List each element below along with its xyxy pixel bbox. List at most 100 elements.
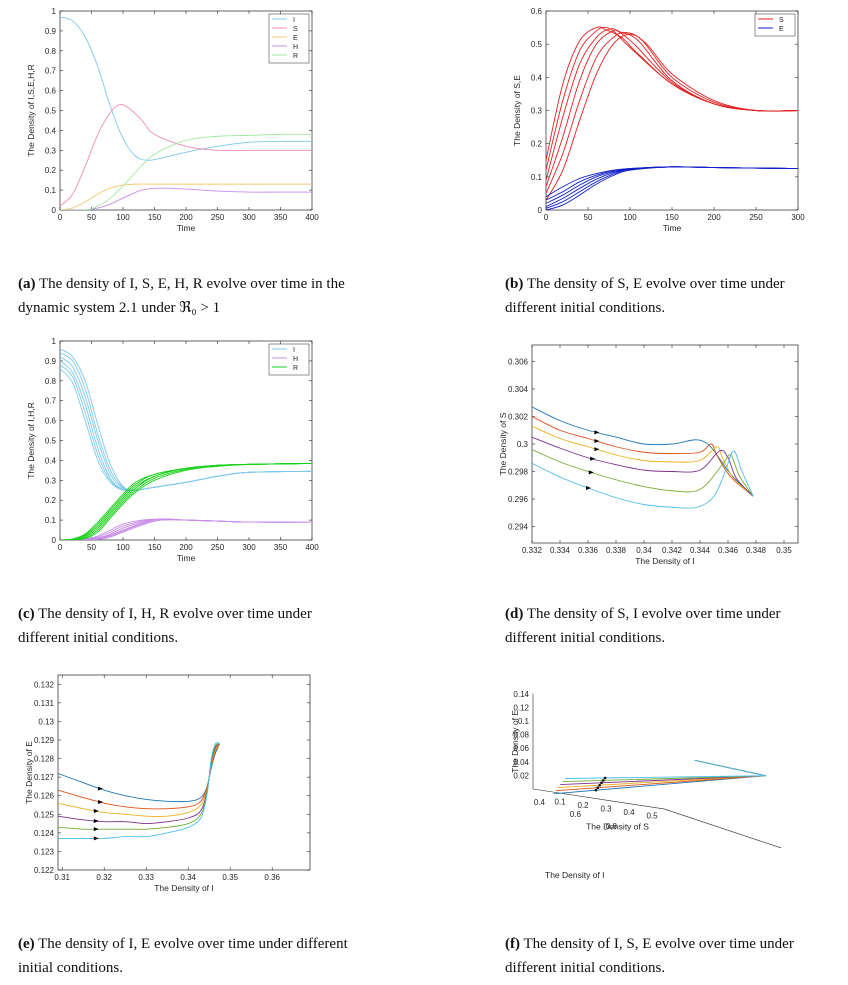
x-tick-label: 0.35 bbox=[222, 873, 238, 882]
y-tick-label: 0.6 bbox=[45, 417, 57, 426]
series-line-e bbox=[60, 183, 312, 210]
series-group bbox=[58, 742, 221, 840]
y-tick-label: 0.129 bbox=[34, 736, 55, 745]
x-tick-label: 150 bbox=[148, 543, 162, 552]
plot-frame bbox=[531, 344, 799, 544]
legend-box bbox=[754, 13, 796, 37]
panel-d: 0.332 0.334 0.336 0.338 0.34 0.342 0.344 0.346 0… bbox=[498, 340, 830, 575]
e-axis-label: The Density of E bbox=[510, 710, 520, 773]
y-tick-label: 0.124 bbox=[34, 829, 55, 838]
series-line-5 bbox=[532, 449, 754, 497]
y-tick-label: 1 bbox=[52, 337, 57, 346]
y-tick-label: 0.126 bbox=[34, 792, 55, 801]
caption-text: The density of I, S, E evolve over time … bbox=[505, 936, 794, 976]
x-axis-label: The Density of I bbox=[635, 556, 695, 566]
caption-text: The density of I, S, E, H, R evolve over… bbox=[18, 276, 345, 316]
y-tick-label: 0.294 bbox=[508, 523, 529, 532]
series-line-s bbox=[546, 33, 798, 201]
caption-text: The density of S, E evolve over time und… bbox=[505, 276, 785, 316]
x-tick-label: 150 bbox=[148, 213, 162, 222]
chart-e: 0.31 0.32 0.33 0.34 0.35 0.36 0.122 0.123 0.124 0… bbox=[24, 674, 311, 893]
x-tick-label: 50 bbox=[87, 213, 96, 222]
x-tick-label: 50 bbox=[584, 213, 593, 222]
y-tick-label: 0.131 bbox=[34, 699, 55, 708]
direction-arrow bbox=[93, 818, 99, 823]
y-tick-label: 0.5 bbox=[45, 107, 57, 116]
x-tick-label: 0.344 bbox=[690, 546, 711, 555]
s-axis-label: The Density of S bbox=[586, 821, 649, 831]
direction-arrow bbox=[600, 781, 603, 785]
y-tick-label: 0.5 bbox=[45, 437, 57, 446]
i-tick-label: 0.4 bbox=[534, 798, 546, 807]
legend-label: H bbox=[293, 44, 298, 51]
y-tick-label: 0.132 bbox=[34, 680, 55, 689]
y-tick-label: 0.7 bbox=[45, 67, 57, 76]
y-tick-label: 0.296 bbox=[508, 495, 529, 504]
y-tick-label: 0.304 bbox=[508, 385, 529, 394]
x-tick-label: 350 bbox=[274, 543, 288, 552]
e-tick-label: 0.12 bbox=[513, 703, 529, 712]
direction-arrow bbox=[98, 800, 103, 805]
e-tick-label: 0.04 bbox=[513, 758, 529, 767]
y-tick-label: 0.5 bbox=[531, 40, 543, 49]
y-tick-label: 0.122 bbox=[34, 866, 55, 875]
chart-b: 0 50 100 150 200 250 300 0 0.1 0.2 0.3 0.4 0.5 0.6 Tim… bbox=[512, 7, 805, 233]
x-tick-label: 0.332 bbox=[522, 546, 543, 555]
caption-tag: (d) bbox=[505, 606, 524, 622]
x-tick-label: 0.34 bbox=[180, 873, 196, 882]
x-tick-label: 150 bbox=[665, 213, 679, 222]
legend-label: I bbox=[293, 17, 295, 24]
series-line-s bbox=[60, 103, 312, 207]
y-tick-label: 0.4 bbox=[45, 456, 57, 465]
x-tick-label: 0.346 bbox=[718, 546, 739, 555]
y-tick-label: 0.1 bbox=[45, 186, 57, 195]
x-tick-label: 400 bbox=[305, 543, 319, 552]
direction-arrow bbox=[93, 808, 99, 813]
x-axis-label: Time bbox=[177, 223, 196, 233]
caption-f: (f) The density of I, S, E evolve over t… bbox=[505, 932, 835, 980]
legend-label: R bbox=[293, 365, 298, 372]
x-tick-label: 0.34 bbox=[636, 546, 652, 555]
y-tick-label: 0.4 bbox=[531, 73, 543, 82]
y-tick-label: 0 bbox=[52, 206, 57, 215]
y-tick-label: 0.2 bbox=[45, 496, 57, 505]
y-tick-label: 0.3 bbox=[45, 146, 57, 155]
trajectory-6 bbox=[564, 759, 766, 779]
y-tick-label: 1 bbox=[52, 7, 57, 16]
e-tick-label: 0.08 bbox=[513, 731, 529, 740]
x-tick-label: 0.338 bbox=[606, 546, 627, 555]
caption-e: (e) The density of I, E evolve over time… bbox=[18, 932, 348, 980]
y-tick-label: 0.298 bbox=[508, 468, 529, 477]
y-tick-label: 0.306 bbox=[508, 358, 529, 367]
x-tick-label: 100 bbox=[116, 543, 130, 552]
x-axis-label: The Density of I bbox=[154, 883, 214, 893]
x-tick-label: 0.348 bbox=[746, 546, 767, 555]
s-tick-label: 0.4 bbox=[623, 808, 635, 817]
x-tick-label: 0.32 bbox=[96, 873, 112, 882]
legend-label: S bbox=[293, 26, 298, 33]
y-tick-label: 0.6 bbox=[531, 7, 543, 16]
caption-c: (c) The density of I, H, R evolve over t… bbox=[18, 602, 348, 650]
x-tick-label: 400 bbox=[305, 213, 319, 222]
y-tick-label: 0.3 bbox=[531, 107, 543, 116]
i-axis-label: The Density of I bbox=[545, 870, 605, 880]
series-line-e bbox=[546, 166, 798, 210]
direction-arrow bbox=[602, 779, 605, 782]
chart-f: 0.1 0.2 0.3 0.4 0.5 0.4 0.6 0.8 0.02 0.04 0.06 0.08… bbox=[510, 690, 782, 880]
s-tick-label: 0.2 bbox=[577, 801, 589, 810]
series-line-2 bbox=[532, 416, 754, 497]
direction-arrow bbox=[603, 776, 607, 780]
caption-tag: (f) bbox=[505, 936, 520, 952]
direction-arrow bbox=[594, 447, 600, 452]
x-tick-label: 50 bbox=[87, 543, 96, 552]
s-tick-label: 0.3 bbox=[600, 805, 612, 814]
axis-s bbox=[664, 808, 782, 849]
y-axis-label: The Density of I,H,R bbox=[26, 402, 36, 479]
y-tick-label: 0.13 bbox=[38, 717, 54, 726]
series-group bbox=[546, 26, 798, 210]
x-tick-label: 250 bbox=[749, 213, 763, 222]
y-axis-label: The Density of E bbox=[24, 741, 34, 804]
direction-arrow bbox=[594, 438, 600, 443]
y-tick-label: 0.7 bbox=[45, 397, 57, 406]
panel-b: 0 50 100 150 200 250 300 0 0.1 0.2 0.3 0.4 0.5 0.6 Tim… bbox=[508, 6, 818, 241]
